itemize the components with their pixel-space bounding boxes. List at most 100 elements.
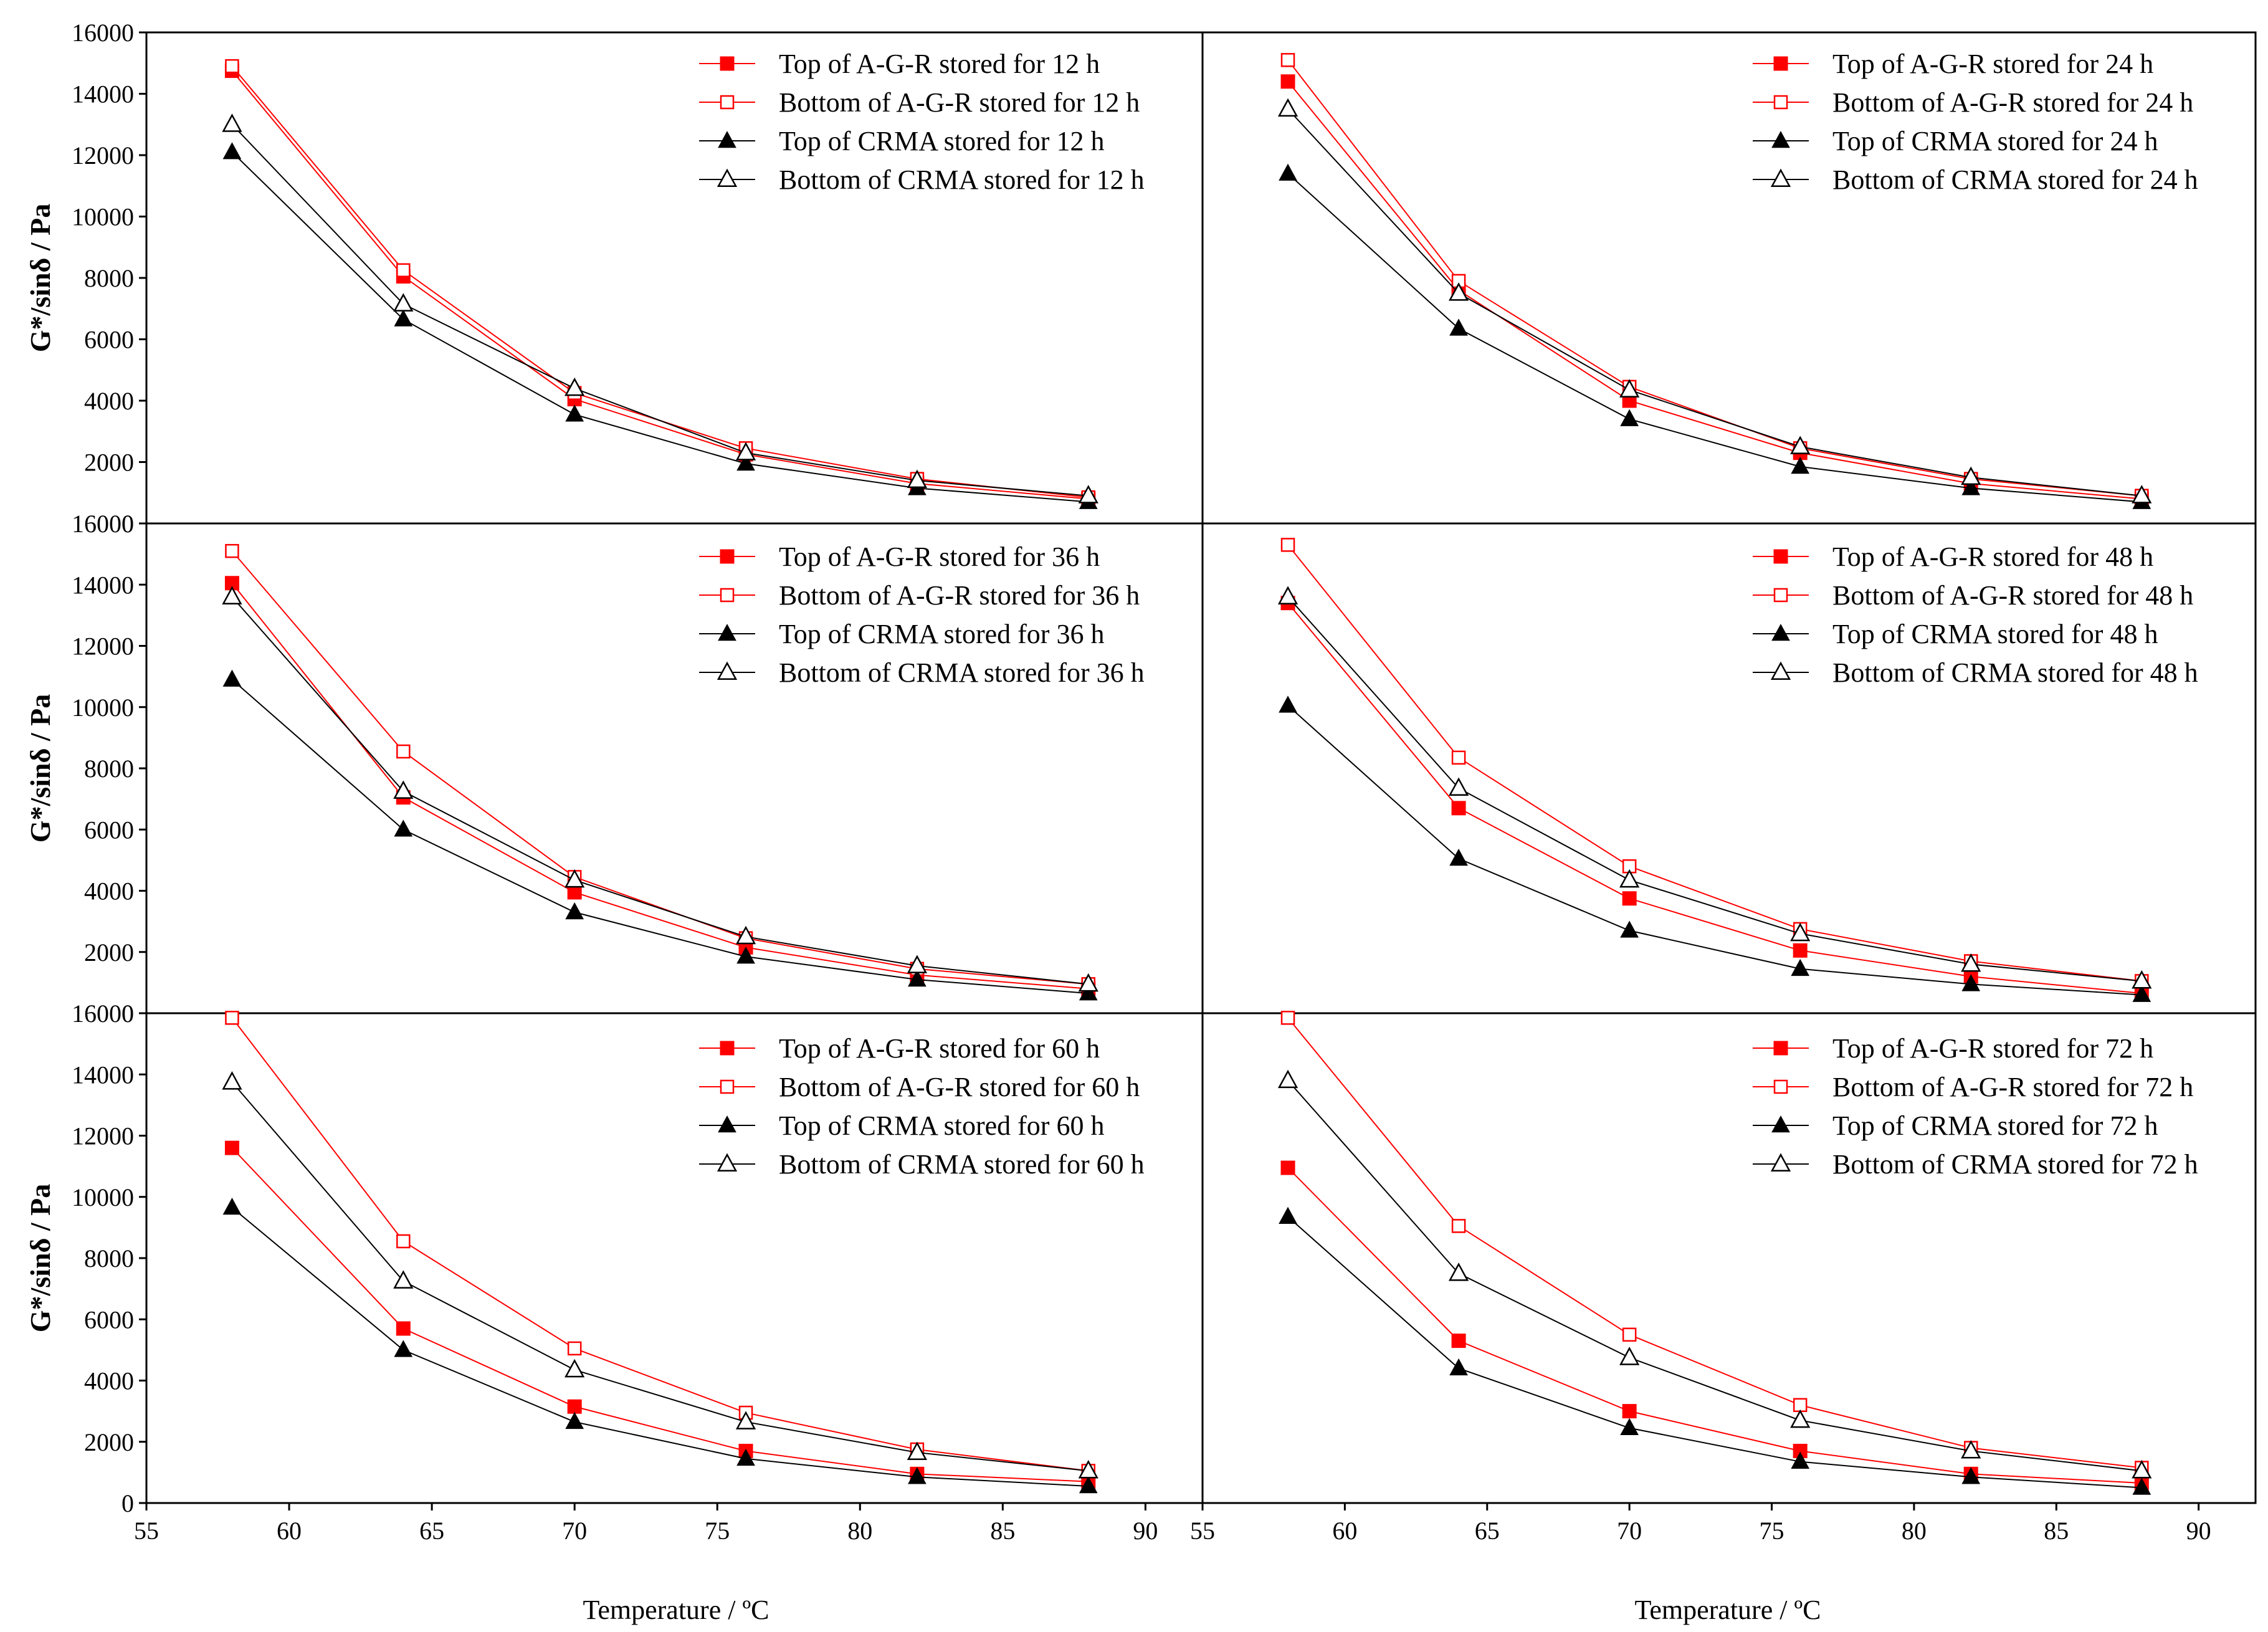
data-point [1279, 1206, 1297, 1224]
x-tick-label: 60 [1332, 1517, 1357, 1545]
series-1 [224, 1140, 1096, 1489]
y-tick-label: 8000 [84, 1244, 134, 1272]
data-point [1622, 1404, 1637, 1419]
data-point [1279, 163, 1297, 181]
data-point [1793, 943, 1808, 958]
series-4 [1277, 1069, 2152, 1479]
data-point [1448, 282, 1469, 301]
series-line [231, 124, 1089, 497]
data-point [1280, 53, 1295, 67]
data-point [1449, 1358, 1468, 1376]
x-tick-label: 80 [847, 1517, 872, 1545]
legend-marker [718, 131, 736, 148]
legend-item: Bottom of CRMA stored for 12 h [699, 165, 1145, 195]
data-point [396, 744, 411, 759]
y-axis-title: G*/sinδ / Pa [24, 694, 56, 843]
legend-marker [1773, 56, 1788, 71]
data-point [1961, 974, 1981, 991]
data-point [396, 263, 411, 277]
data-point [225, 59, 239, 74]
series-3 [222, 142, 1098, 509]
legend-label: Bottom of A-G-R stored for 24 h [1832, 87, 2193, 118]
y-tick-label: 4000 [84, 1367, 134, 1395]
data-point [1451, 801, 1466, 816]
data-point [567, 1399, 582, 1414]
legend-item: Bottom of CRMA stored for 48 h [1753, 657, 2198, 688]
x-tick-label: 65 [1475, 1517, 1500, 1545]
data-point [908, 1467, 927, 1484]
y-tick-label: 6000 [84, 816, 134, 844]
data-point [396, 1234, 411, 1249]
data-point [736, 947, 755, 964]
series-line [231, 679, 1089, 995]
series-3 [1279, 163, 2151, 509]
legend-label: Top of CRMA stored for 48 h [1832, 619, 2158, 649]
data-point [225, 1011, 239, 1025]
data-point [224, 1140, 239, 1155]
legend-label: Top of A-G-R stored for 72 h [1832, 1033, 2153, 1064]
data-point [565, 902, 584, 920]
data-point [1790, 922, 1811, 942]
series-line [1287, 173, 2142, 503]
data-point [907, 1441, 927, 1460]
legend-marker [720, 1041, 735, 1056]
y-tick-label: 2000 [84, 1428, 134, 1456]
y-tick-label: 16000 [72, 510, 134, 538]
data-point [222, 586, 242, 604]
data-point [1791, 1451, 1810, 1469]
data-point [1449, 848, 1468, 866]
x-axis-title-right: Temperature / ºC [1635, 1595, 1821, 1625]
legend: Top of A-G-R stored for 72 h Bottom of A-… [1753, 1033, 2198, 1180]
data-point [1451, 1219, 1466, 1233]
series-3 [222, 1198, 1098, 1494]
legend-marker [1771, 1115, 1790, 1133]
data-point [1961, 1467, 1981, 1484]
y-axis-title: G*/sinδ / Pa [24, 204, 56, 353]
data-point [1622, 1327, 1637, 1342]
legend-marker [717, 661, 738, 680]
series-line [1287, 603, 2142, 995]
legend-label: Top of CRMA stored for 24 h [1832, 126, 2158, 156]
data-point [907, 955, 927, 973]
data-point [565, 404, 584, 422]
data-point [1451, 1334, 1466, 1348]
legend-marker [1773, 95, 1788, 110]
x-tick-label: 70 [1617, 1517, 1642, 1545]
series-1 [1280, 596, 2149, 1001]
data-point [1961, 466, 1981, 485]
legend-item: Bottom of CRMA stored for 36 h [699, 657, 1145, 688]
series-4 [222, 1071, 1098, 1479]
data-point [1961, 953, 1981, 972]
y-tick-label: 16000 [72, 1000, 134, 1028]
series-line [231, 1017, 1089, 1472]
series-line [1287, 596, 2142, 982]
x-tick-label: 70 [562, 1517, 587, 1545]
y-tick-label: 0 [122, 1489, 134, 1517]
legend-item: Top of A-G-R stored for 24 h [1753, 49, 2153, 79]
series-line [231, 596, 1089, 985]
data-point [225, 543, 239, 558]
y-tick-label: 0 [122, 510, 134, 538]
series-line [231, 583, 1089, 990]
data-point [565, 377, 585, 396]
legend-item: Top of CRMA stored for 12 h [699, 126, 1104, 156]
data-point [1277, 1069, 1298, 1089]
y-tick-label: 6000 [84, 1305, 134, 1334]
legend-item: Bottom of A-G-R stored for 48 h [1753, 580, 2193, 611]
legend-label: Top of CRMA stored for 72 h [1832, 1110, 2158, 1141]
legend-item: Top of A-G-R stored for 36 h [699, 542, 1100, 572]
data-point [1280, 1160, 1295, 1175]
x-tick-label: 75 [1760, 1517, 1784, 1545]
data-point [907, 469, 927, 489]
legend: Top of A-G-R stored for 24 h Bottom of A-… [1753, 49, 2198, 195]
data-point [1791, 456, 1810, 474]
legend-item: Bottom of A-G-R stored for 12 h [699, 87, 1140, 118]
legend-item: Bottom of A-G-R stored for 72 h [1753, 1072, 2193, 1102]
y-tick-label: 4000 [84, 877, 134, 905]
data-point [2132, 985, 2151, 1002]
legend-label: Top of A-G-R stored for 48 h [1832, 542, 2153, 572]
data-point [396, 1321, 411, 1336]
legend-item: Top of A-G-R stored for 12 h [699, 49, 1100, 79]
data-point [1449, 318, 1468, 336]
legend-item: Bottom of A-G-R stored for 36 h [699, 580, 1140, 611]
